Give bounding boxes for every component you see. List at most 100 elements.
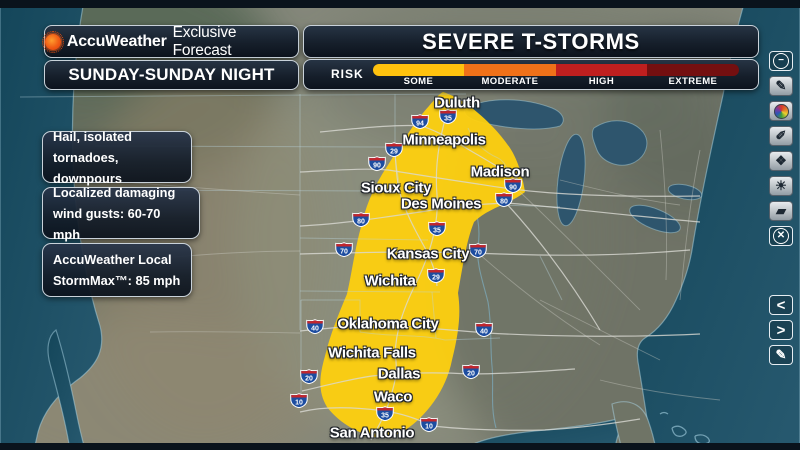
interstate-90-shield: 90 (504, 178, 523, 199)
risk-legend-panel: RISK SOME MODERATE HIGH EXTREME (303, 59, 759, 90)
risk-segment-some (372, 64, 465, 76)
callout-wind-gusts: Localized damaging wind gusts: 60-70 mph (42, 185, 200, 242)
risk-gradient-bar (372, 64, 739, 76)
svg-text:40: 40 (311, 325, 319, 332)
eraser-button[interactable]: ▰ (769, 201, 793, 221)
brightness-button[interactable]: ☀ (769, 176, 793, 196)
timeframe-panel: SUNDAY-SUNDAY NIGHT (44, 60, 299, 90)
city-label-dallas: Dallas (377, 365, 421, 383)
close-button[interactable]: ✕ (769, 226, 793, 246)
svg-text:80: 80 (500, 198, 508, 205)
marker-tool-button[interactable]: ✐ (769, 126, 793, 146)
city-label-duluth: Duluth (434, 94, 480, 112)
next-button[interactable]: > (769, 320, 793, 340)
risk-segment-extreme (647, 64, 739, 76)
brand-suffix: Exclusive Forecast (172, 23, 237, 59)
svg-text:70: 70 (340, 248, 348, 255)
risk-segment-moderate (464, 64, 556, 76)
great-lakes (464, 99, 703, 234)
prev-button[interactable]: < (769, 295, 793, 315)
chevron-left-icon: < (776, 296, 786, 314)
risk-area (320, 92, 525, 438)
marker-icon: ✐ (775, 128, 787, 143)
city-label-des-moines: Des Moines (400, 195, 482, 213)
forecast-title: SEVERE T-STORMS (422, 28, 640, 54)
letterbox-top (0, 0, 800, 8)
telestrator-toolbar: − ✎ ✐ ❖ ☀ ▰ ✕ < > ✎ (769, 51, 793, 365)
interstate-70-shield: 70 (469, 243, 488, 264)
interstate-40-shield: 40 (306, 319, 325, 340)
brand-header: AccuWeather Exclusive Forecast (42, 23, 299, 59)
interstate-70-shield: 70 (335, 242, 354, 263)
svg-text:80: 80 (357, 218, 365, 225)
city-label-waco: Waco (373, 388, 413, 406)
city-label-sioux-city: Sioux City (360, 179, 432, 197)
accuweather-sun-icon (42, 30, 64, 53)
interstate-90-shield: 90 (368, 156, 387, 177)
islands (659, 411, 710, 445)
risk-name-some: SOME (403, 76, 434, 87)
interstate-80-shield: 80 (352, 212, 371, 233)
forecast-title-panel: SEVERE T-STORMS (303, 25, 759, 58)
eraser-icon: ▰ (776, 203, 786, 218)
interstate-35-shield: 35 (376, 406, 395, 427)
interstate-10-shield: 10 (290, 393, 309, 414)
svg-text:90: 90 (373, 162, 381, 169)
collapse-button[interactable]: − (769, 51, 793, 71)
city-label-oklahoma-city: Oklahoma City (337, 315, 439, 333)
interstate-10-shield: 10 (420, 417, 439, 438)
city-label-kansas-city: Kansas City (386, 245, 470, 263)
svg-text:35: 35 (433, 227, 441, 234)
svg-text:20: 20 (305, 375, 313, 382)
svg-text:70: 70 (474, 249, 482, 256)
svg-text:10: 10 (295, 399, 303, 406)
svg-text:29: 29 (390, 148, 398, 155)
interstate-29-shield: 29 (385, 142, 404, 163)
spray-eraser-icon: ❖ (775, 153, 787, 168)
sun-icon: ☀ (775, 178, 787, 193)
interstate-20-shield: 20 (462, 364, 481, 385)
chevron-right-icon: > (776, 321, 786, 339)
svg-text:40: 40 (480, 328, 488, 335)
svg-text:90: 90 (509, 184, 517, 191)
minus-circle-icon: − (773, 53, 789, 69)
city-label-madison: Madison (470, 163, 530, 181)
florida-peninsula (611, 401, 657, 450)
interstate-29-shield: 29 (427, 268, 446, 289)
brand-name: AccuWeather (66, 32, 167, 50)
city-label-san-antonio: San Antonio (329, 424, 415, 442)
svg-text:94: 94 (416, 120, 424, 127)
interstate-20-shield: 20 (300, 369, 319, 390)
interstate-35-shield: 35 (428, 221, 447, 242)
color-wheel-icon (773, 103, 789, 119)
callout-hail: Hail, isolated tornadoes, downpours (42, 129, 192, 186)
risk-name-high: HIGH (588, 76, 615, 87)
risk-label: RISK (331, 67, 364, 81)
interstate-94-shield: 94 (411, 114, 430, 135)
timeframe-label: SUNDAY-SUNDAY NIGHT (68, 65, 275, 84)
x-circle-icon: ✕ (773, 228, 789, 244)
risk-segment-high (555, 64, 648, 76)
city-label-wichita: Wichita (364, 272, 416, 290)
city-label-wichita-falls: Wichita Falls (328, 344, 416, 362)
svg-text:20: 20 (467, 370, 475, 377)
pencil-icon: ✎ (775, 78, 787, 93)
draw-button[interactable]: ✎ (769, 345, 793, 365)
spot-eraser-button[interactable]: ❖ (769, 151, 793, 171)
svg-text:35: 35 (444, 115, 452, 122)
color-picker-button[interactable] (769, 101, 793, 121)
svg-text:10: 10 (425, 423, 433, 430)
pencil-white-icon: ✎ (775, 347, 787, 362)
interstate-40-shield: 40 (475, 322, 494, 343)
risk-scale: SOME MODERATE HIGH EXTREME (372, 64, 739, 87)
svg-text:29: 29 (432, 274, 440, 281)
pencil-tool-button[interactable]: ✎ (769, 76, 793, 96)
risk-name-moderate: MODERATE (481, 76, 539, 87)
letterbox-bottom (0, 443, 800, 450)
risk-level-names: SOME MODERATE HIGH EXTREME (373, 76, 739, 87)
callout-stormmax: AccuWeather Local StormMax™: 85 mph (42, 243, 192, 297)
city-label-minneapolis: Minneapolis (402, 131, 486, 149)
interstate-80-shield: 80 (495, 192, 514, 213)
svg-text:35: 35 (381, 412, 389, 419)
